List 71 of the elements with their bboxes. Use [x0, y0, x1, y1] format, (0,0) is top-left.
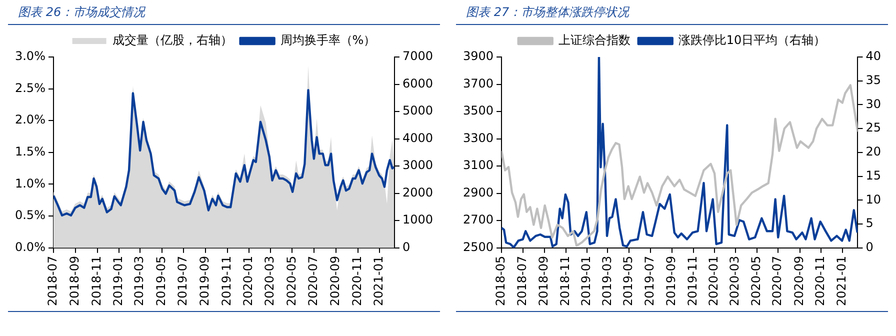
y2-tick-label: 35 — [866, 72, 882, 87]
y2-tick-label: 20 — [866, 144, 882, 159]
x-tick-label: 2020-01 — [241, 256, 256, 306]
legend-label: 涨跌停比10日平均（右轴） — [678, 33, 826, 48]
y-tick-label: 3700 — [462, 76, 494, 90]
y2-tick-label: 5000 — [402, 104, 434, 118]
y-tick-label: 1.0% — [14, 176, 46, 190]
x-tick-label: 2019-05 — [154, 256, 168, 306]
x-tick-label: 2020-09 — [328, 256, 342, 306]
x-tick-label: 2019-05 — [621, 256, 636, 306]
x-tick-label: 2019-09 — [198, 256, 212, 306]
x-tick-label: 2019-11 — [685, 256, 700, 306]
x-tick-label: 2020-07 — [306, 256, 320, 306]
x-tick-label: 2018-11 — [89, 256, 104, 306]
x-tick-label: 2019-03 — [132, 256, 146, 306]
y2-tick-label: 0 — [402, 240, 410, 254]
y-tick-label: 2900 — [462, 185, 494, 200]
x-tick-label: 2020-05 — [748, 256, 763, 306]
y2-tick-label: 7000 — [402, 49, 434, 64]
legend-label: 上证综合指数 — [558, 33, 630, 48]
x-tick-label: 2019-09 — [664, 256, 678, 306]
x-tick-label: 2020-11 — [813, 256, 828, 306]
y2-tick-label: 30 — [866, 96, 882, 111]
y2-tick-label: 6000 — [402, 76, 434, 90]
x-tick-label: 2019-01 — [579, 256, 594, 306]
y2-tick-label: 15 — [866, 168, 882, 182]
x-tick-label: 2021-01 — [834, 256, 848, 306]
x-tick-label: 2019-01 — [111, 256, 126, 306]
y-tick-label: 2700 — [462, 212, 494, 227]
y-tick-label: 0.5% — [14, 208, 46, 222]
x-tick-label: 2019-07 — [176, 256, 190, 306]
y-tick-label: 3500 — [462, 104, 494, 118]
y-tick-label: 3100 — [462, 158, 494, 172]
x-tick-label: 2020-11 — [350, 256, 364, 306]
x-tick-label: 2018-05 — [494, 256, 508, 306]
x-tick-label: 2020-03 — [262, 256, 277, 306]
y-tick-label: 0.0% — [14, 240, 46, 254]
y-tick-label: 3900 — [462, 49, 494, 64]
y2-tick-label: 0 — [866, 240, 874, 254]
y-tick-label: 2.5% — [14, 80, 46, 95]
y2-tick-label: 4000 — [402, 130, 434, 145]
x-tick-label: 2019-03 — [600, 256, 614, 306]
legend-label: 成交量（亿股，右轴） — [112, 33, 232, 48]
x-tick-label: 2018-07 — [514, 256, 529, 306]
chart-title: 图表 27：市场整体涨跌停状况 — [456, 0, 888, 25]
y-tick-label: 2500 — [462, 240, 494, 254]
x-tick-label: 2018-07 — [46, 256, 60, 306]
y-tick-label: 2.0% — [14, 112, 46, 127]
y2-tick-label: 40 — [866, 49, 882, 64]
x-tick-label: 2020-01 — [706, 256, 721, 306]
y-tick-label: 3.0% — [14, 49, 46, 64]
x-tick-label: 2020-09 — [792, 256, 806, 306]
y-tick-label: 3300 — [462, 130, 494, 145]
x-tick-label: 2020-07 — [770, 256, 784, 306]
y2-tick-label: 1000 — [402, 212, 434, 227]
legend-label: 周均换手率（%） — [280, 33, 376, 48]
x-tick-label: 2018-11 — [558, 256, 572, 306]
y2-tick-label: 25 — [866, 120, 882, 135]
y2-tick-label: 3000 — [402, 158, 434, 172]
x-tick-label: 2021-01 — [372, 256, 386, 306]
x-tick-label: 2018-09 — [68, 256, 82, 306]
y2-tick-label: 5 — [866, 216, 874, 230]
y2-tick-label: 2000 — [402, 185, 434, 200]
x-tick-label: 2018-09 — [536, 256, 551, 306]
x-tick-label: 2020-05 — [284, 256, 298, 306]
chart-title: 图表 26：市场成交情况 — [8, 0, 440, 25]
x-tick-label: 2020-03 — [728, 256, 742, 306]
x-tick-label: 2019-11 — [219, 256, 234, 306]
y2-tick-label: 10 — [866, 192, 882, 206]
x-tick-label: 2019-07 — [642, 256, 656, 306]
y-tick-label: 1.5% — [14, 144, 46, 159]
